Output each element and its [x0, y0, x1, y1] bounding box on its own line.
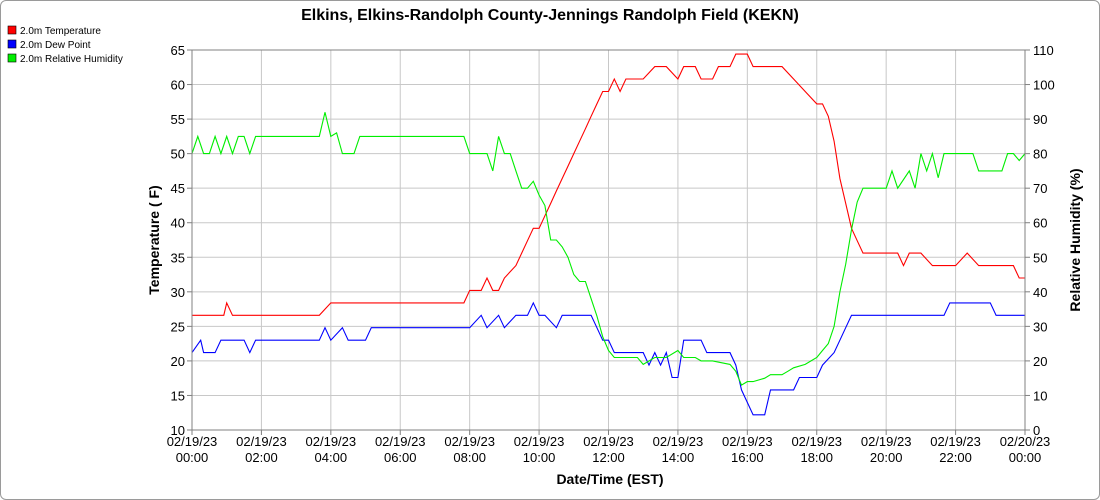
- y-right-tick-label: 10: [1033, 388, 1047, 403]
- x-tick-label-time: 06:00: [384, 450, 417, 465]
- y-left-tick-label: 30: [171, 285, 185, 300]
- y-left-tick-label: 50: [171, 147, 185, 162]
- legend-swatch-2-0m-relative-humidity: [7, 53, 17, 63]
- y-right-tick-label: 50: [1033, 250, 1047, 265]
- x-tick-label-time: 22:00: [939, 450, 972, 465]
- chart-title: Elkins, Elkins-Randolph County-Jennings …: [301, 7, 799, 24]
- y-right-tick-label: 90: [1033, 112, 1047, 127]
- y-left-tick-label: 35: [171, 250, 185, 265]
- x-tick-label-time: 12:00: [592, 450, 625, 465]
- x-tick-label-time: 00:00: [1009, 450, 1042, 465]
- x-tick-label-time: 08:00: [453, 450, 486, 465]
- y-axis-right: 0 10 20 30 40 50 60 70 80 90 100 110: [1025, 43, 1055, 438]
- x-tick-label-date: 02/19/23: [514, 434, 565, 449]
- legend-swatch-2-0m-dew-point: [7, 39, 17, 49]
- x-tick-label-time: 10:00: [523, 450, 556, 465]
- x-axis-label: Date/Time (EST): [556, 471, 663, 487]
- x-tick-label-date: 02/19/23: [861, 434, 912, 449]
- x-axis: 02/19/2300:0002/19/2302:0002/19/2304:000…: [167, 430, 1051, 465]
- legend-label-2-0m-dew-point: 2.0m Dew Point: [20, 40, 91, 51]
- x-tick-label-date: 02/19/23: [375, 434, 426, 449]
- series-layer: [191, 53, 1026, 416]
- y-right-tick-label: 80: [1033, 147, 1047, 162]
- y-axis-left: 10 15 20 25 30 35 40 45 50 55 60 65: [171, 43, 192, 438]
- y-left-tick-label: 20: [171, 354, 185, 369]
- x-tick-label-time: 20:00: [870, 450, 903, 465]
- x-tick-label-date: 02/19/23: [722, 434, 773, 449]
- y-left-tick-label: 55: [171, 112, 185, 127]
- x-tick-label-date: 02/20/23: [1000, 434, 1051, 449]
- grid: [191, 49, 1026, 431]
- y-axis-left-label: Temperature ( F): [146, 185, 162, 294]
- y-left-tick-label: 10: [171, 423, 185, 438]
- series-line-2-0m-dew-point: [191, 301, 1025, 416]
- legend-swatch-2-0m-temperature: [7, 25, 17, 35]
- legend-label-2-0m-temperature: 2.0m Temperature: [20, 26, 101, 37]
- x-tick-label-date: 02/19/23: [583, 434, 634, 449]
- legend: 2.0m Temperature 2.0m Dew Point 2.0m Relat…: [7, 25, 123, 65]
- x-tick-label-date: 02/19/23: [444, 434, 495, 449]
- y-left-tick-label: 65: [171, 43, 185, 58]
- y-right-tick-label: 60: [1033, 216, 1047, 231]
- x-tick-label-time: 04:00: [315, 450, 348, 465]
- x-tick-label-date: 02/19/23: [653, 434, 704, 449]
- x-tick-label-date: 02/19/23: [930, 434, 981, 449]
- y-axis-right-label: Relative Humidity (%): [1067, 168, 1083, 311]
- y-right-tick-label: 100: [1033, 78, 1055, 93]
- x-tick-label-date: 02/19/23: [167, 434, 218, 449]
- y-right-tick-label: 30: [1033, 319, 1047, 334]
- y-left-tick-label: 45: [171, 181, 185, 196]
- x-tick-label-time: 00:00: [176, 450, 209, 465]
- y-right-tick-label: 20: [1033, 354, 1047, 369]
- y-left-tick-label: 60: [171, 78, 185, 93]
- x-tick-label-date: 02/19/23: [236, 434, 287, 449]
- x-tick-label-time: 16:00: [731, 450, 764, 465]
- y-right-tick-label: 70: [1033, 181, 1047, 196]
- legend-label-2-0m-relative-humidity: 2.0m Relative Humidity: [20, 54, 123, 65]
- x-tick-label-date: 02/19/23: [306, 434, 357, 449]
- series-line-2-0m-temperature: [192, 53, 1025, 316]
- y-left-tick-label: 15: [171, 388, 185, 403]
- y-right-tick-label: 110: [1033, 43, 1054, 58]
- y-left-tick-label: 40: [171, 216, 185, 231]
- y-right-tick-label: 40: [1033, 285, 1047, 300]
- x-tick-label-time: 02:00: [245, 450, 278, 465]
- x-tick-label-time: 14:00: [662, 450, 695, 465]
- y-left-tick-label: 25: [171, 319, 185, 334]
- x-tick-label-date: 02/19/23: [791, 434, 842, 449]
- y-right-tick-label: 0: [1033, 423, 1040, 438]
- x-tick-label-time: 18:00: [800, 450, 833, 465]
- series-line-2-0m-relative-humidity: [191, 112, 1026, 386]
